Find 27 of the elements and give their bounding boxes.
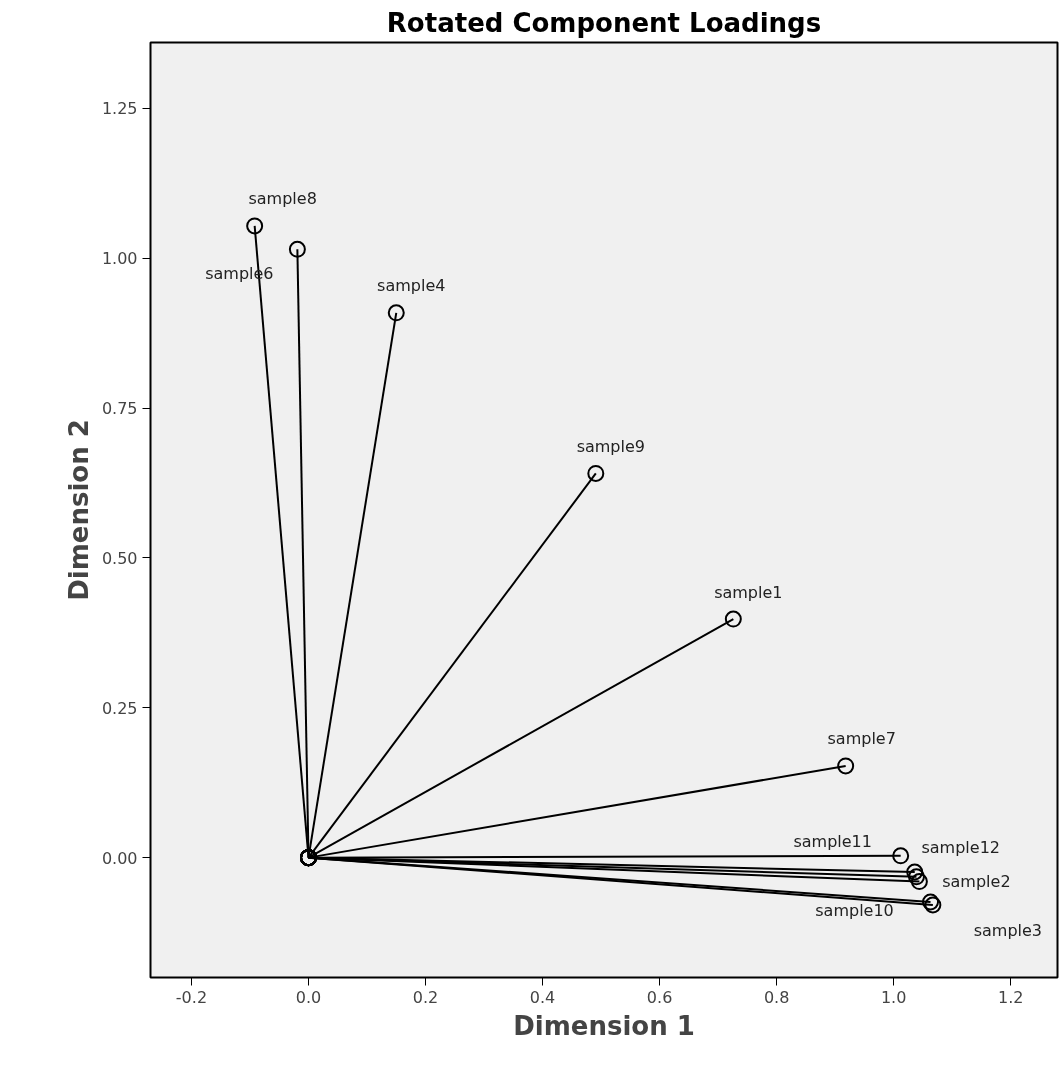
x-tick-label: 1.2 [997, 987, 1024, 1007]
x-tick-label: -0.2 [175, 987, 208, 1007]
y-tick-label: 0.50 [101, 548, 138, 568]
x-tick-label: 0.6 [646, 987, 673, 1007]
annotation: sample4 [377, 276, 446, 296]
annotation: sample3 [973, 921, 1043, 941]
y-tick-label: 0.75 [101, 399, 138, 419]
annotation: sample10 [815, 901, 894, 921]
x-axis-title: Dimension 1 [513, 1010, 695, 1041]
chart-title: Rotated Component Loadings [386, 7, 822, 38]
x-tick-label: 0.0 [295, 987, 322, 1007]
annotation: sample12 [921, 837, 1000, 857]
annotation: sample2 [942, 872, 1011, 892]
annotation: sample8 [248, 189, 317, 209]
annotation: sample11 [793, 832, 872, 852]
y-tick-label: 0.25 [101, 698, 138, 718]
x-tick-label: 0.4 [529, 987, 556, 1007]
y-tick-label: 0.00 [101, 848, 138, 868]
y-tick-label: 1.25 [101, 99, 138, 119]
y-axis-title: Dimension 2 [63, 419, 94, 601]
x-tick-label: 1.0 [880, 987, 907, 1007]
annotation: sample7 [827, 729, 896, 749]
annotation: sample9 [576, 436, 645, 456]
x-tick-label: 0.8 [763, 987, 790, 1007]
annotation: sample1 [714, 582, 783, 602]
x-tick-label: 0.2 [412, 987, 439, 1007]
y-tick-label: 1.00 [101, 249, 138, 269]
